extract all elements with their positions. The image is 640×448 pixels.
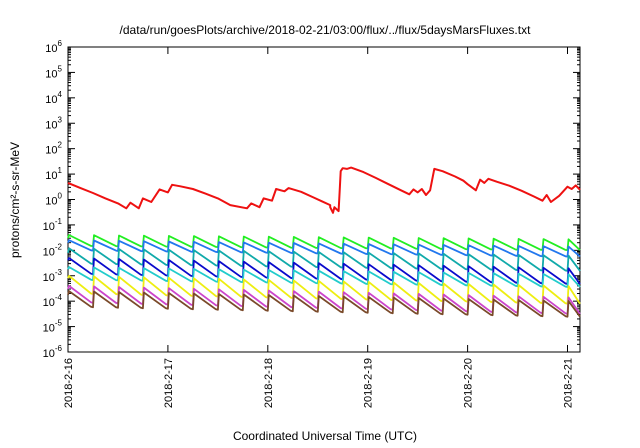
x-tick-label: 2018-2-16 [63, 358, 75, 408]
series-line [67, 166, 581, 214]
x-axis: 2018-2-16 2018-2-17 2018-2-18 2018-2-19 2018… [63, 47, 575, 408]
y-tick-label: 10-5 [43, 319, 63, 335]
series-line [67, 274, 581, 305]
series-line [67, 266, 581, 288]
x-tick-label: 2018-2-20 [463, 358, 475, 408]
series-line [67, 290, 581, 318]
chart-title: /data/run/goesPlots/archive/2018-02-21/0… [120, 23, 532, 37]
y-tick-label: 100 [45, 192, 62, 208]
y-tick-label: 10-4 [43, 293, 63, 309]
x-tick-label: 2018-2-19 [363, 358, 375, 408]
series-line [67, 257, 581, 285]
series-group [67, 166, 581, 318]
y-tick-label: 104 [45, 90, 62, 106]
y-tick-label: 10-2 [43, 242, 63, 258]
y-axis-title: protons/cm²-s-sr-MeV [8, 142, 22, 258]
y-tick-label: 10-6 [43, 344, 63, 360]
y-tick-label: 10-3 [43, 268, 63, 284]
y-tick-label: 106 [45, 39, 62, 55]
y-axis: 10-6 10-5 10-4 10-3 10-2 10-1 100 101 102 103 104 1… [43, 39, 580, 360]
y-tick-label: 105 [45, 64, 62, 80]
x-tick-label: 2018-2-21 [563, 358, 575, 408]
y-tick-label: 103 [45, 115, 62, 131]
series-line [67, 247, 581, 272]
y-tick-label: 10-1 [43, 217, 63, 233]
x-tick-label: 2018-2-18 [263, 358, 275, 408]
y-tick-label: 101 [45, 166, 62, 182]
series-line [67, 234, 581, 252]
y-tick-label: 102 [45, 141, 62, 157]
plot-area: 10-6 10-5 10-4 10-3 10-2 10-1 100 101 102 103 104 1… [43, 39, 581, 408]
x-axis-title: Coordinated Universal Time (UTC) [233, 429, 417, 443]
x-tick-label: 2018-2-17 [163, 358, 175, 408]
series-line [67, 239, 581, 258]
